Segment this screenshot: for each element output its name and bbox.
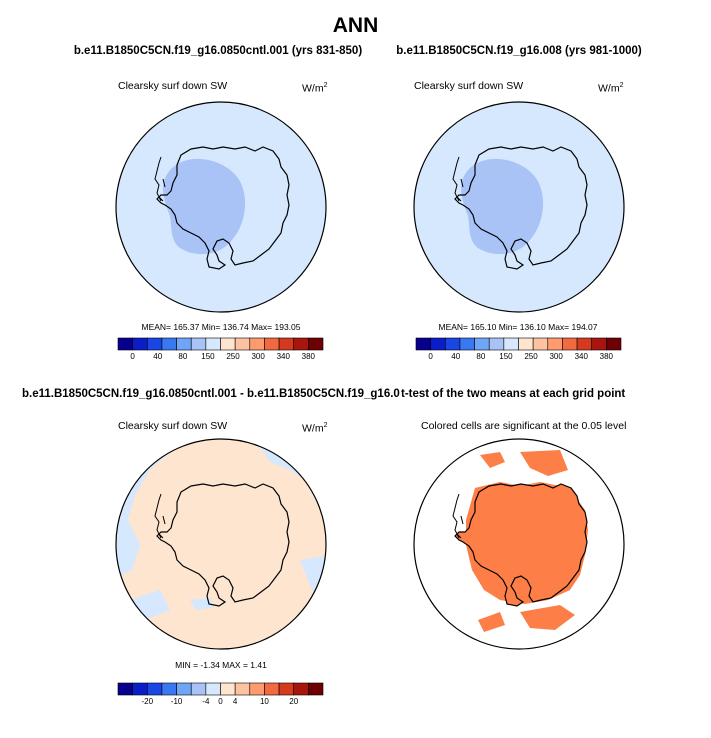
colorbar-tick-label: 340 (574, 352, 588, 361)
colorbar-tick-label: 300 (251, 352, 265, 361)
units-bottom-left: W/m2 (302, 422, 328, 435)
colorbar-tick-label: -20 (141, 697, 154, 706)
colorbar-tick-label: -10 (170, 697, 183, 706)
colorbar-box (249, 337, 265, 351)
variable-label-bottom-left: Clearsky surf down SW (118, 420, 228, 432)
colorbar-box (293, 337, 309, 351)
colorbar-box (518, 337, 534, 351)
map-top-right (413, 101, 625, 313)
colorbar-box (503, 337, 519, 351)
colorbar-box (234, 682, 251, 696)
colorbar-tick-label: 300 (549, 352, 563, 361)
colorbar-box (190, 337, 207, 351)
colorbar-box (117, 337, 133, 351)
stats-top-left: MEAN= 165.37 Min= 136.74 Max= 193.05 (141, 322, 301, 332)
significant-cells-ocean (478, 450, 575, 632)
field-positive (116, 439, 326, 649)
map-boundary (413, 101, 625, 313)
colorbar-box (220, 682, 236, 696)
colorbar-box (444, 337, 461, 351)
colorbar-tick-label: 80 (476, 352, 486, 361)
colorbar-box (220, 337, 236, 351)
colorbar-tick-label: 80 (178, 352, 188, 361)
colorbar-tick-label: 150 (201, 352, 215, 361)
colorbar-box (132, 337, 148, 351)
colorbar-tick-label: 380 (599, 352, 614, 361)
colorbar-top-right (415, 337, 622, 351)
map-boundary (115, 101, 327, 313)
colorbar-box (606, 337, 622, 351)
colorbar-box (205, 682, 221, 696)
colorbar-box (132, 682, 148, 696)
case-title-bottom-right: t-test of the two means at each grid poi… (400, 388, 626, 400)
colorbar-box (117, 682, 133, 696)
colorbar-tick-label: 0 (218, 697, 223, 706)
colorbar-box (161, 337, 177, 351)
colorbar-box (161, 682, 177, 696)
colorbar-tick-label: 0 (130, 352, 135, 361)
colorbar-tick-label: 10 (259, 697, 269, 706)
interior-low-region (163, 158, 246, 255)
colorbar-tick-label: 150 (499, 352, 513, 361)
colorbar-box (474, 337, 490, 351)
variable-label-bottom-right: Colored cells are significant at the 0.0… (421, 420, 627, 432)
colorbar-box (234, 337, 251, 351)
colorbar-tick-label: 4 (232, 697, 238, 706)
variable-label-top-right: Clearsky surf down SW (414, 80, 524, 92)
colorbar-tick-label: 0 (428, 352, 433, 361)
interior-low-region (461, 158, 544, 255)
colorbar-tick-label: 40 (451, 352, 461, 361)
colorbar-tick-label: 40 (153, 352, 163, 361)
colorbar-box (591, 337, 607, 351)
colorbar-box (278, 682, 295, 696)
map-top-left (115, 101, 327, 313)
colorbar-tick-label: 20 (289, 697, 299, 706)
colorbar-box (562, 337, 578, 351)
colorbar-box (249, 682, 265, 696)
colorbar-box (576, 337, 593, 351)
case-title-bottom-left: b.e11.B1850C5CN.f19_g16.0850cntl.001 - b… (22, 388, 413, 400)
stats-top-right: MEAN= 165.10 Min= 136.10 Max= 194.07 (438, 322, 598, 332)
colorbar-box (459, 337, 475, 351)
map-bottom-right (413, 438, 625, 650)
map-bottom-left (115, 438, 327, 650)
colorbar-box (205, 337, 221, 351)
colorbar-box (264, 682, 280, 696)
variable-label-top-left: Clearsky surf down SW (118, 80, 228, 92)
colorbar-box (264, 337, 280, 351)
colorbar-box (146, 682, 163, 696)
map-boundary (115, 438, 327, 650)
colorbar-tick-label: 250 (226, 352, 240, 361)
colorbar-box (146, 337, 163, 351)
colorbar-tick-label: -4 (202, 697, 210, 706)
colorbar-box (547, 337, 563, 351)
case-title-top-left: b.e11.B1850C5CN.f19_g16.0850cntl.001 (yr… (73, 45, 363, 57)
colorbar-tick-label: 250 (524, 352, 538, 361)
colorbar-box (415, 337, 431, 351)
colorbar-tick-label: 340 (276, 352, 290, 361)
colorbar-box (176, 337, 192, 351)
colorbar-box (532, 337, 549, 351)
case-title-top-right: b.e11.B1850C5CN.f19_g16.008 (yrs 981-100… (396, 45, 642, 57)
colorbar-box (278, 337, 295, 351)
colorbar-box (190, 682, 207, 696)
map-boundary (413, 438, 625, 650)
colorbar-box (488, 337, 505, 351)
colorbar-box (308, 337, 324, 351)
units-top-left: W/m2 (302, 82, 328, 95)
colorbar-box (176, 682, 192, 696)
colorbar-tick-label: 380 (301, 352, 316, 361)
colorbar-top-left (117, 337, 324, 351)
colorbar-box (430, 337, 446, 351)
main-title: ANN (332, 14, 379, 37)
colorbar-box (308, 682, 324, 696)
stats-bottom-left: MIN = -1.34 MAX = 1.41 (175, 660, 267, 670)
significant-region-interior (466, 482, 588, 604)
colorbar-bottom-left (117, 682, 324, 696)
colorbar-box (293, 682, 309, 696)
units-top-right: W/m2 (598, 82, 624, 95)
